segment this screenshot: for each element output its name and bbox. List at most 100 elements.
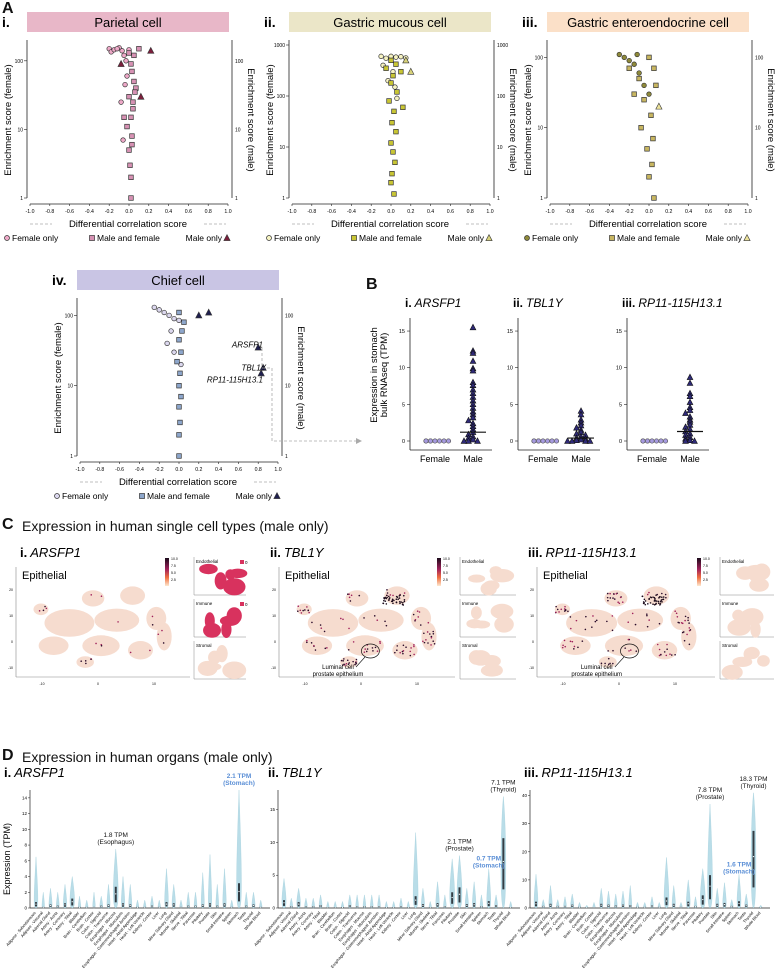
violin-20 xyxy=(679,901,683,909)
expressing-cell xyxy=(665,596,667,599)
violin-23 xyxy=(449,858,455,909)
violin-0 xyxy=(281,878,287,909)
expressing-cell xyxy=(402,594,405,597)
gene-name: ARSFP1 xyxy=(29,545,81,560)
subpanel-numeral: i. xyxy=(4,765,11,780)
median-point xyxy=(738,902,740,905)
data-point-square xyxy=(129,141,135,148)
expressing-cell xyxy=(355,658,358,661)
umap-cells xyxy=(296,586,437,668)
data-point-square xyxy=(389,171,395,177)
data-point-square xyxy=(388,80,394,86)
y-tick-label-left: 100 xyxy=(15,59,24,65)
y-tick-label: 20 xyxy=(272,588,276,592)
expressing-cell xyxy=(591,626,593,628)
box xyxy=(238,883,240,902)
violin-25 xyxy=(715,888,720,909)
y-tick-label: 6 xyxy=(24,858,27,863)
chart-b-stomach-expression: Expression in stomach bulk RNAseq (TPM) i.… xyxy=(369,296,723,464)
expressing-cell xyxy=(670,654,673,656)
median-point xyxy=(694,905,697,908)
violin-11 xyxy=(614,893,618,909)
callout-label: (Esophagus) xyxy=(97,839,134,846)
y-axis-label-right: Enrichment score (male) xyxy=(507,68,518,171)
data-point-circle xyxy=(171,349,177,355)
expressing-cell xyxy=(299,609,302,612)
data-point-square xyxy=(391,191,397,197)
y-tick-label-right: 100 xyxy=(285,313,294,319)
median-point xyxy=(194,905,197,908)
median-point xyxy=(231,906,233,908)
violin-12 xyxy=(621,891,625,909)
female-point xyxy=(436,438,443,444)
gene-name: ARSFP1 xyxy=(13,765,65,780)
expressing-cell xyxy=(684,619,686,622)
data-point-square xyxy=(392,159,398,166)
expressing-cell xyxy=(313,644,315,647)
female-point xyxy=(427,438,434,444)
y-tick-label-right: 1 xyxy=(497,196,500,202)
expressing-cell xyxy=(340,659,343,662)
male-point xyxy=(682,409,689,416)
chart-title: Chief cell xyxy=(151,273,205,288)
x-tick-label-male: Male xyxy=(680,454,700,464)
data-point-square xyxy=(130,106,136,112)
violin-24 xyxy=(208,854,212,909)
male-point xyxy=(682,437,689,444)
expressing-cell xyxy=(606,596,609,599)
cell-cluster xyxy=(358,608,404,632)
violin-5 xyxy=(570,893,574,909)
gene-name: ARSFP1 xyxy=(414,296,462,310)
median-point xyxy=(607,905,610,907)
x-tick-label: 0.8 xyxy=(255,467,262,473)
data-point-triangle xyxy=(407,67,415,75)
median-point xyxy=(673,904,675,906)
y-axis-label-line2: bulk RNAseq (TPM) xyxy=(379,333,390,417)
x-tick-label-male: Male xyxy=(463,454,483,464)
median-point xyxy=(283,902,285,904)
data-point-square xyxy=(136,46,142,52)
expressing-cell xyxy=(413,644,415,646)
violin-23 xyxy=(700,868,706,909)
expressing-cell xyxy=(686,633,688,636)
median-point xyxy=(245,905,247,908)
expressing-cell xyxy=(373,615,376,617)
expressing-cell xyxy=(564,645,567,648)
expressing-cell xyxy=(38,610,41,612)
median-point xyxy=(495,905,497,907)
violin-29 xyxy=(744,893,748,909)
data-point-triangle xyxy=(195,311,203,319)
data-point-circle xyxy=(636,70,642,76)
y-tick-label-right: 10 xyxy=(285,384,291,390)
male-point xyxy=(568,437,576,444)
panel-letter-d: D xyxy=(2,747,14,764)
violin-28 xyxy=(736,874,742,909)
y-tick-label: 0 xyxy=(274,640,276,644)
x-tick-label: 0.6 xyxy=(705,209,712,215)
violin-7 xyxy=(85,900,89,909)
data-point-square xyxy=(177,419,183,426)
data-point-square xyxy=(638,125,644,131)
data-point-circle xyxy=(641,82,647,89)
data-point-triangle xyxy=(402,56,410,64)
highlight-circle xyxy=(620,643,639,659)
female-point xyxy=(640,438,646,444)
title-background xyxy=(289,12,491,32)
expressing-cell xyxy=(658,622,661,625)
box xyxy=(502,838,505,890)
expressing-cell xyxy=(563,639,566,642)
expressing-cell xyxy=(607,663,610,666)
chart-title: Parietal cell xyxy=(94,15,161,30)
expressing-cell xyxy=(397,598,399,601)
median-point xyxy=(209,904,211,906)
y-axis-label-left: Enrichment score (female) xyxy=(265,64,276,175)
cell-cluster xyxy=(681,622,697,651)
data-point-square xyxy=(129,68,135,75)
annotation-luminal-cell: Luminal cell xyxy=(322,665,354,671)
box xyxy=(114,886,117,903)
expressing-cell xyxy=(297,610,299,613)
data-point-square xyxy=(131,78,137,85)
x-tick-label: 0.8 xyxy=(725,209,732,215)
expressing-cell xyxy=(409,650,412,653)
median-point xyxy=(636,906,639,908)
